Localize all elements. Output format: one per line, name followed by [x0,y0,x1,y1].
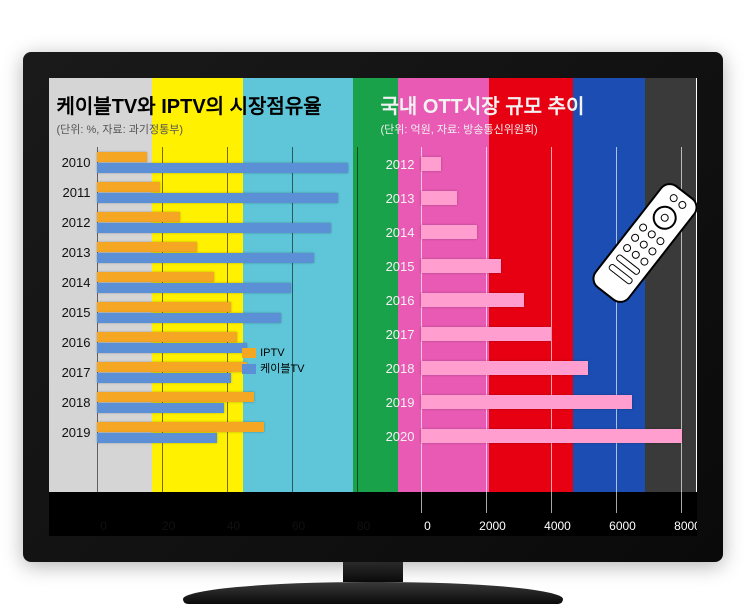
left-tick-label: 20 [149,519,189,533]
ott-bar [421,361,589,375]
right-year-label: 2016 [381,293,421,308]
iptv-bar [97,152,147,162]
right-year-label: 2013 [381,191,421,206]
legend-item: IPTV [242,345,304,361]
iptv-bar [97,332,238,342]
cable-bar [97,403,224,413]
left-chart-row: 2018 [57,387,365,417]
left-chart-bars: 2010 2011 2012 2013 2014 2015 2016 2017 2018 2019 [57,147,365,447]
left-year-label: 2013 [57,245,97,260]
left-chart-row: 2019 [57,417,365,447]
right-year-label: 2017 [381,327,421,342]
left-chart-subtitle: (단위: %, 자료: 과기정통부) [57,121,365,137]
left-chart-row: 2010 [57,147,365,177]
right-year-label: 2012 [381,157,421,172]
ott-bar [421,157,441,171]
right-chart-row: 2012 [381,147,689,181]
cable-bar [97,313,281,323]
left-tick-label: 40 [214,519,254,533]
right-chart-subtitle: (단위: 억원, 자료: 방송통신위원회) [381,121,689,137]
tv-frame: 케이블TV와 IPTV의 시장점유율 (단위: %, 자료: 과기정통부) 0 2… [23,52,723,562]
left-year-label: 2014 [57,275,97,290]
right-year-label: 2020 [381,429,421,444]
iptv-bar [97,182,161,192]
right-year-label: 2014 [381,225,421,240]
ott-bar [421,225,478,239]
right-chart-area: 02000400060008000 2012201320142015201620… [381,147,689,487]
left-year-label: 2010 [57,155,97,170]
left-tick-label: 60 [279,519,319,533]
cable-bar [97,163,348,173]
cable-bar [97,433,218,443]
left-chart-panel: 케이블TV와 IPTV의 시장점유율 (단위: %, 자료: 과기정통부) 0 2… [49,78,373,536]
right-year-label: 2019 [381,395,421,410]
left-year-label: 2011 [57,185,97,200]
left-chart-row: 2016 [57,327,365,357]
ott-bar [421,293,525,307]
tv-screen: 케이블TV와 IPTV의 시장점유율 (단위: %, 자료: 과기정통부) 0 2… [49,78,697,536]
iptv-bar [97,272,214,282]
right-tick-label: 4000 [538,519,578,533]
ott-bar [421,395,632,409]
left-year-label: 2019 [57,425,97,440]
ott-bar [421,191,458,205]
right-chart-panel: 국내 OTT시장 규모 추이 (단위: 억원, 자료: 방송통신위원회) 0 20… [373,78,697,536]
left-year-label: 2012 [57,215,97,230]
right-chart-title: 국내 OTT시장 규모 추이 [381,90,689,119]
right-chart-bars: 2012 2013 2014 2015 2016 2017 2018 2019 2020 [381,147,689,453]
left-year-label: 2017 [57,365,97,380]
cable-bar [97,193,338,203]
left-chart-row: 2015 [57,297,365,327]
right-tick-label: 8000 [668,519,697,533]
left-chart-legend: IPTV케이블TV [242,345,304,377]
right-chart-row: 2020 [381,419,689,453]
right-chart-row: 2018 [381,351,689,385]
iptv-bar [97,422,265,432]
right-chart-row: 2017 [381,317,689,351]
left-year-label: 2015 [57,305,97,320]
right-tick-label: 0 [408,519,448,533]
iptv-bar [97,302,231,312]
iptv-bar [97,392,254,402]
left-chart-area: 020406080 201020112012201320142015201620… [57,147,365,487]
iptv-bar [97,362,248,372]
right-tick-label: 6000 [603,519,643,533]
right-chart-row: 2019 [381,385,689,419]
left-year-label: 2016 [57,335,97,350]
legend-item: 케이블TV [242,361,304,377]
left-chart-title: 케이블TV와 IPTV의 시장점유율 [57,90,365,119]
right-chart-row: 2016 [381,283,689,317]
left-chart-row: 2011 [57,177,365,207]
ott-bar [421,327,552,341]
content-area: 케이블TV와 IPTV의 시장점유율 (단위: %, 자료: 과기정통부) 0 2… [49,78,697,536]
cable-bar [97,253,315,263]
ott-bar [421,259,501,273]
left-chart-row: 2017 [57,357,365,387]
cable-bar [97,373,231,383]
tv-stand [183,562,563,604]
ott-bar [421,429,682,443]
left-year-label: 2018 [57,395,97,410]
left-chart-row: 2014 [57,267,365,297]
right-tick-label: 2000 [473,519,513,533]
iptv-bar [97,212,181,222]
iptv-bar [97,242,198,252]
right-year-label: 2015 [381,259,421,274]
left-tick-label: 0 [84,519,124,533]
cable-bar [97,343,248,353]
left-chart-row: 2013 [57,237,365,267]
right-year-label: 2018 [381,361,421,376]
cable-bar [97,223,332,233]
cable-bar [97,283,291,293]
left-chart-row: 2012 [57,207,365,237]
